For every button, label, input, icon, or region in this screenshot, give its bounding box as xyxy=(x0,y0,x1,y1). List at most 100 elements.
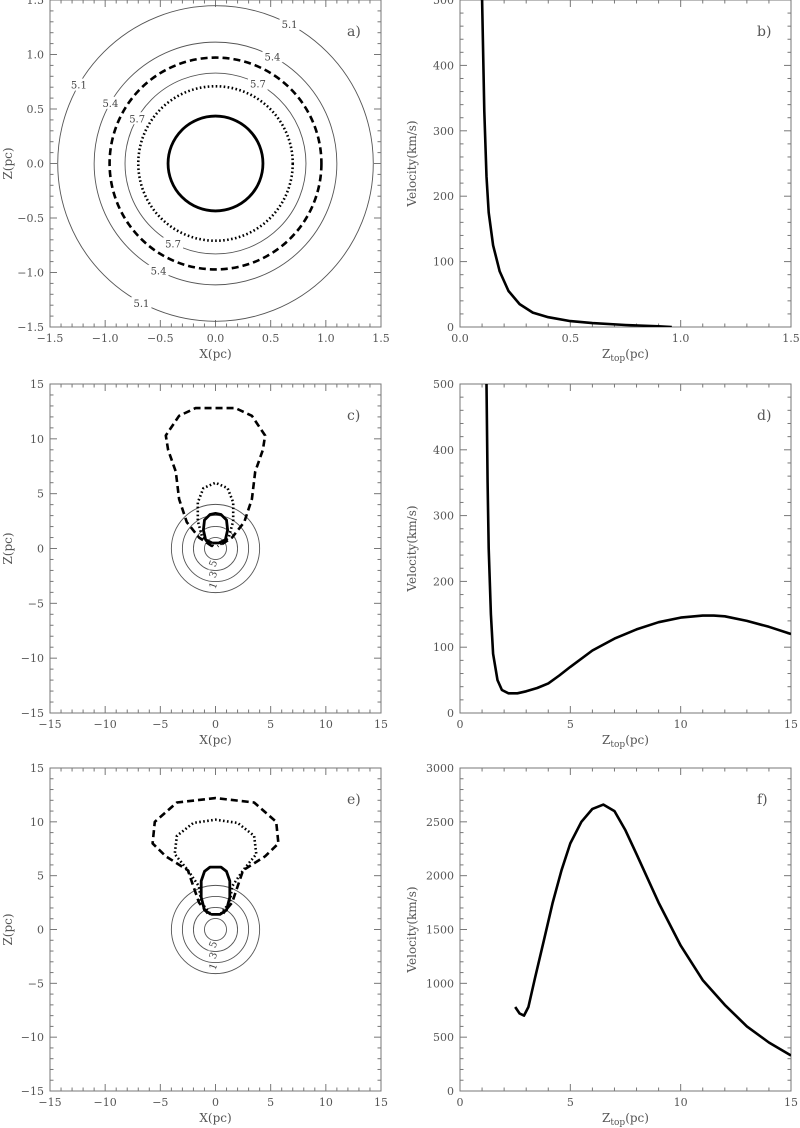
y-tick-label: 0 xyxy=(37,924,44,937)
contour-label-bg xyxy=(208,580,219,592)
x-tick-label: −0.5 xyxy=(147,332,174,345)
y-tick-label: 10 xyxy=(30,433,44,446)
contour-label-bg xyxy=(68,78,89,91)
plot-frame xyxy=(459,383,792,714)
x-axis-title-unit: (pc) xyxy=(625,1111,649,1125)
contour-label-bg xyxy=(208,950,219,962)
x-axis-title: X(pc) xyxy=(199,347,231,361)
contour-circle xyxy=(181,895,250,964)
y-axis-title: Velocity(km/s) xyxy=(405,886,419,973)
panel-d: 0 5 10 15 0 100 200 300 400 500 d) Ztop(pc) Velocity… xyxy=(405,378,798,750)
y-tick-label: 500 xyxy=(433,1031,454,1044)
contour-circle xyxy=(170,884,261,975)
x-tick-label: 5 xyxy=(567,1096,574,1109)
velocity-line xyxy=(514,803,791,1057)
x-tick-label: 15 xyxy=(784,1096,798,1109)
contour-thin xyxy=(57,5,374,322)
x-tick-label: 1.0 xyxy=(317,332,335,345)
contour-dashed xyxy=(108,56,323,271)
y-tick-label: 10 xyxy=(30,816,44,829)
x-tick-label: 0 xyxy=(457,1096,464,1109)
y-tick-label: 200 xyxy=(433,575,454,588)
x-axis-title-main: Z xyxy=(602,733,610,747)
y-axis-title: Z(pc) xyxy=(1,913,15,945)
contour-thick xyxy=(199,865,232,916)
y-tick-label: −10 xyxy=(21,652,44,665)
x-tick-label: −1.0 xyxy=(92,332,119,345)
panel-f: 0 5 10 15 0 500 1000 1500 2000 2500 3000 f) Ztop(pc)… xyxy=(405,762,798,1128)
contour-label: 5 xyxy=(208,559,221,569)
panel-b: 0.0 0.5 1.0 1.5 0 100 200 300 400 500 b) Ztop(pc) Ve… xyxy=(405,0,800,364)
contour-label-bg xyxy=(262,50,283,63)
y-axis-title: Z(pc) xyxy=(1,532,15,564)
y-tick-label: −15 xyxy=(21,1085,44,1098)
x-tick-label: 15 xyxy=(374,1096,388,1109)
panel-c: −15 −10 −5 0 5 10 15−15−10−5051015c)X(pc)Z(pc)… xyxy=(1,378,388,747)
y-tick-label: −5 xyxy=(28,597,44,610)
x-axis-title: Ztop(pc) xyxy=(602,347,649,364)
x-tick-label: −15 xyxy=(38,718,61,731)
contour-dotted xyxy=(196,481,235,548)
contour-dashed xyxy=(164,406,267,548)
y-tick-label: −0.5 xyxy=(17,212,44,225)
x-tick-label: 15 xyxy=(784,718,798,731)
y-tick-label: 0.5 xyxy=(27,103,45,116)
x-tick-label: −5 xyxy=(152,718,168,731)
contour-circle xyxy=(204,918,227,941)
x-axis-title-sub: top xyxy=(610,740,625,750)
plot-frame xyxy=(49,0,382,328)
x-tick-label: 0.0 xyxy=(207,332,225,345)
contour-label: 1 xyxy=(208,962,221,972)
y-tick-label: −15 xyxy=(21,707,44,720)
contour-label-bg xyxy=(208,939,219,951)
y-tick-label: 200 xyxy=(433,190,454,203)
panel-e: −15 −10 −5 0 5 10 15−15−10−5051015e)X(pc)Z(pc)… xyxy=(1,762,388,1125)
y-tick-label: 2500 xyxy=(426,816,454,829)
panel-label: a) xyxy=(347,24,361,40)
contour-label-bg xyxy=(131,296,152,309)
x-axis-title-sub: top xyxy=(610,354,625,364)
x-tick-label: 0.0 xyxy=(451,332,469,345)
contour-label: 5.4 xyxy=(102,99,118,110)
y-axis-title: Z(pc) xyxy=(1,147,15,179)
contour-label: 5.7 xyxy=(129,114,145,125)
panel-label: d) xyxy=(757,408,771,424)
y-tick-label: 300 xyxy=(433,510,454,523)
contour-thin xyxy=(93,41,338,286)
panel-label: e) xyxy=(347,792,361,808)
y-tick-label: 15 xyxy=(30,378,44,391)
x-axis-title: Ztop(pc) xyxy=(602,733,649,750)
contour-label: 5.1 xyxy=(282,20,298,31)
x-axis-title: X(pc) xyxy=(199,733,231,747)
x-tick-label: −10 xyxy=(94,1096,117,1109)
x-tick-label: 10 xyxy=(674,718,688,731)
contour-label-bg xyxy=(247,77,268,90)
contour-thick xyxy=(201,512,230,545)
x-tick-label: 5 xyxy=(267,718,274,731)
x-tick-label: 0 xyxy=(212,1096,219,1109)
x-tick-label: 10 xyxy=(674,1096,688,1109)
contour-circle xyxy=(204,537,227,560)
contour-label-bg xyxy=(127,112,148,125)
y-axis-title: Velocity(km/s) xyxy=(405,120,419,207)
contour-circle xyxy=(192,906,239,953)
x-axis-title: Ztop(pc) xyxy=(602,1111,649,1128)
contour-label-bg xyxy=(100,96,121,109)
x-tick-label: 10 xyxy=(319,1096,333,1109)
x-axis-title-main: Z xyxy=(602,1111,610,1125)
y-tick-label: 100 xyxy=(433,641,454,654)
panel-label: c) xyxy=(347,408,360,424)
plot-frame xyxy=(49,383,382,714)
y-tick-label: 5 xyxy=(37,870,44,883)
x-tick-label: −1.5 xyxy=(37,332,64,345)
y-tick-label: 1.5 xyxy=(27,0,45,7)
panel-label: b) xyxy=(757,24,771,40)
y-tick-label: 3000 xyxy=(426,762,454,775)
velocity-line xyxy=(480,0,672,327)
x-tick-label: 1.0 xyxy=(672,332,690,345)
y-tick-label: 500 xyxy=(433,378,454,391)
y-tick-label: 5 xyxy=(37,488,44,501)
contour-thick xyxy=(166,114,265,213)
contour-label-bg xyxy=(279,18,300,31)
